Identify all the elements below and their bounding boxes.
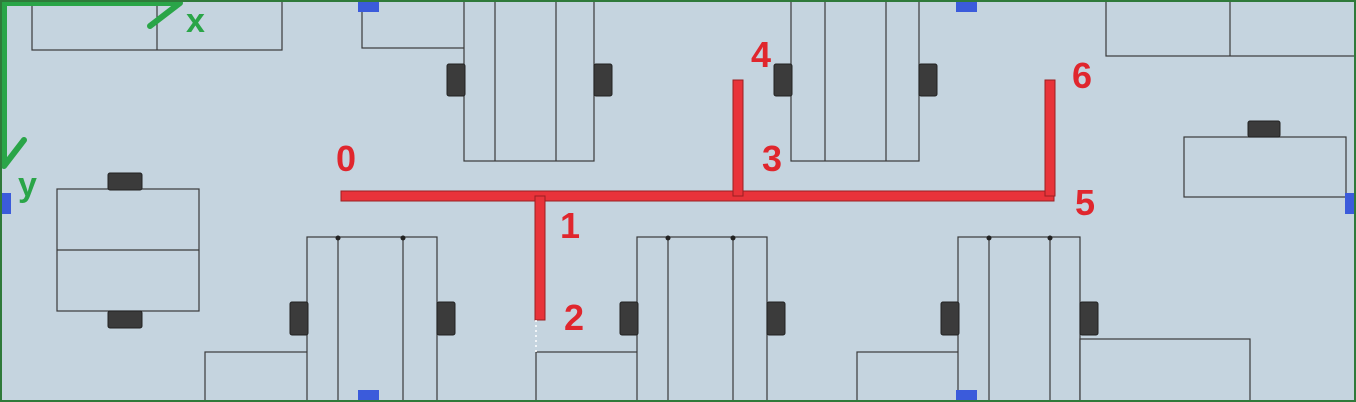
desk-top-second: [361, 0, 467, 49]
chair: [619, 301, 639, 336]
desk-right: [1183, 136, 1347, 198]
desk-bottom-middle: [535, 351, 641, 402]
y-axis-label: y: [18, 166, 37, 204]
chairs: [107, 63, 1281, 336]
node-label-4: 4: [751, 34, 771, 75]
node-label-5: 5: [1075, 182, 1095, 223]
workstation-bottom-c: [957, 235, 1081, 402]
desk-top-right: [1105, 0, 1356, 57]
chair: [773, 63, 793, 97]
chair: [918, 63, 938, 97]
marker: [358, 0, 379, 12]
workstation-top-a: [463, 0, 595, 162]
marker: [0, 193, 11, 214]
workstation-top-b: [790, 0, 920, 162]
path-network: [340, 79, 1056, 352]
desk-left: [56, 188, 200, 312]
node-label-6: 6: [1072, 55, 1092, 96]
node-label-1: 1: [560, 205, 580, 246]
path-segment-0-5: [340, 190, 1055, 202]
chair: [289, 301, 309, 336]
desk-bottom-left: [204, 351, 310, 402]
x-axis-label: x: [186, 2, 205, 40]
chair: [940, 301, 960, 336]
chair: [766, 301, 786, 336]
chair: [1079, 301, 1099, 336]
marker: [956, 0, 977, 12]
chair: [1247, 120, 1281, 138]
y-axis-arrow: [1, 137, 27, 169]
chair: [593, 63, 613, 97]
chair: [446, 63, 466, 97]
chair: [436, 301, 456, 336]
path-segment-5-6: [1044, 79, 1056, 197]
marker: [956, 390, 977, 402]
desk-bottom-right-small: [856, 351, 962, 402]
desk-top-left: [31, 0, 283, 51]
chair: [107, 310, 143, 329]
node-labels: 0 1 2 3 4 5 6: [336, 34, 1095, 338]
workstation-bottom-b: [636, 235, 768, 402]
workstation-bottom-a: [306, 235, 438, 402]
node-label-3: 3: [762, 138, 782, 179]
path-segment-3-4: [732, 79, 744, 197]
chair: [107, 172, 143, 191]
x-axis-arrow: [147, 0, 183, 29]
node-label-2: 2: [564, 297, 584, 338]
marker: [1345, 193, 1356, 214]
marker: [358, 390, 379, 402]
path-segment-1-2: [534, 195, 546, 321]
node-label-0: 0: [336, 138, 356, 179]
desk-bottom-right: [1079, 338, 1251, 402]
coordinate-axes: x y: [1, 0, 205, 204]
